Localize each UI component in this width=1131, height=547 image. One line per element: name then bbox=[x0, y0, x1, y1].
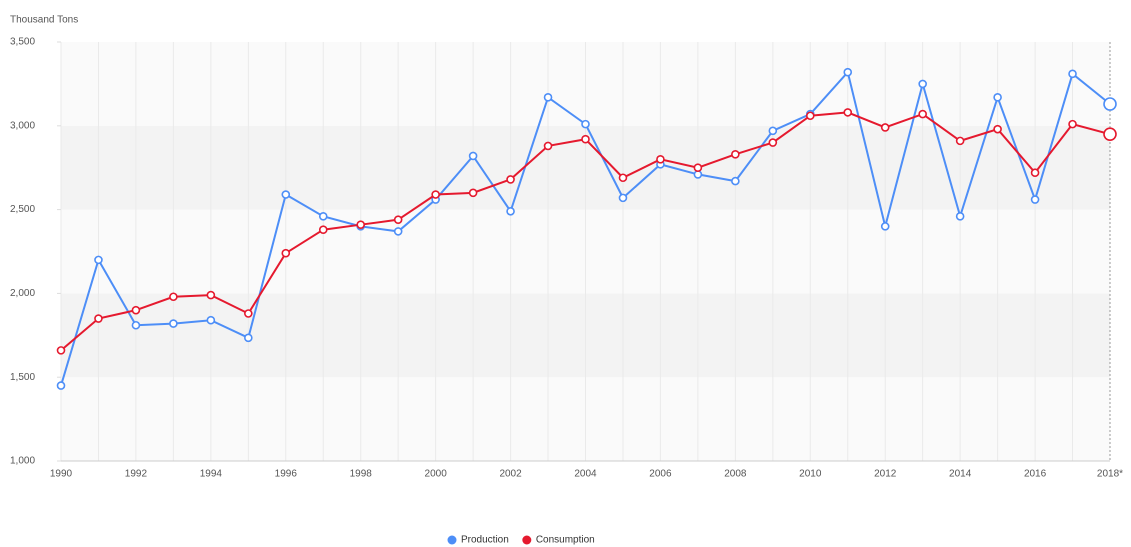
data-point bbox=[618, 193, 628, 203]
data-point bbox=[731, 176, 740, 186]
x-tick-label: 2008 bbox=[724, 469, 747, 480]
data-point bbox=[805, 111, 815, 121]
data-point bbox=[1030, 168, 1040, 178]
data-point bbox=[281, 190, 291, 199]
x-tick-label: 2006 bbox=[649, 469, 672, 480]
y-tick-label: 1,000 bbox=[10, 456, 35, 467]
data-point bbox=[656, 155, 665, 164]
data-point bbox=[206, 290, 216, 300]
data-point bbox=[543, 93, 553, 102]
y-axis-label: Thousand Tons bbox=[10, 15, 78, 26]
legend-label: Production bbox=[461, 535, 509, 546]
data-point bbox=[169, 292, 178, 302]
y-tick-label: 2,500 bbox=[10, 204, 35, 215]
x-tick-label: 2016 bbox=[1024, 469, 1047, 480]
y-tick-label: 3,000 bbox=[10, 120, 35, 131]
legend-marker bbox=[447, 535, 457, 545]
x-tick-label: 2014 bbox=[949, 469, 972, 480]
data-point bbox=[56, 346, 66, 355]
data-point bbox=[393, 215, 403, 224]
data-point bbox=[1103, 97, 1117, 111]
x-tick-label: 2002 bbox=[499, 469, 522, 480]
data-point bbox=[955, 212, 965, 221]
y-tick-label: 1,500 bbox=[10, 372, 35, 383]
data-point bbox=[918, 79, 927, 89]
data-point bbox=[581, 134, 590, 144]
data-point bbox=[206, 315, 216, 325]
data-point bbox=[244, 309, 253, 318]
data-point bbox=[56, 381, 66, 390]
data-point bbox=[356, 220, 366, 229]
x-tick-label: 1998 bbox=[350, 469, 373, 480]
x-tick-label: 2000 bbox=[425, 469, 448, 480]
x-tick-label: 1996 bbox=[275, 469, 298, 480]
data-point bbox=[506, 175, 515, 184]
data-point bbox=[244, 333, 253, 343]
x-tick-label: 2012 bbox=[874, 469, 897, 480]
data-point bbox=[169, 319, 178, 328]
data-point bbox=[843, 67, 853, 77]
data-point bbox=[468, 188, 478, 198]
data-point bbox=[506, 206, 515, 216]
data-point bbox=[768, 126, 778, 136]
data-point bbox=[431, 190, 440, 199]
x-tick-label: 2018* bbox=[1097, 469, 1123, 480]
data-point bbox=[1068, 69, 1077, 79]
data-point bbox=[393, 227, 403, 236]
data-point bbox=[543, 141, 553, 151]
data-point bbox=[581, 119, 590, 129]
x-tick-label: 1992 bbox=[125, 469, 148, 480]
data-point bbox=[281, 248, 291, 258]
legend-label: Consumption bbox=[536, 535, 595, 546]
data-point bbox=[1068, 119, 1077, 129]
x-tick-label: 1990 bbox=[50, 469, 73, 480]
data-point bbox=[1030, 195, 1040, 204]
data-point bbox=[955, 136, 965, 146]
x-tick-label: 2010 bbox=[799, 469, 822, 480]
y-tick-label: 2,000 bbox=[10, 288, 35, 299]
data-point bbox=[1103, 127, 1117, 141]
data-point bbox=[993, 124, 1002, 134]
x-tick-label: 1994 bbox=[200, 469, 223, 480]
data-point bbox=[768, 138, 778, 147]
data-point bbox=[131, 320, 141, 330]
data-point bbox=[843, 108, 853, 117]
data-point bbox=[880, 222, 890, 231]
data-point bbox=[468, 151, 478, 161]
data-point bbox=[131, 305, 141, 315]
data-point bbox=[94, 314, 103, 323]
x-tick-label: 2004 bbox=[574, 469, 597, 480]
data-point bbox=[94, 255, 103, 265]
y-tick-label: 3,500 bbox=[10, 37, 35, 48]
data-point bbox=[993, 93, 1002, 102]
data-point bbox=[918, 109, 927, 119]
data-point bbox=[318, 225, 328, 235]
data-point bbox=[880, 123, 890, 132]
legend-marker bbox=[522, 535, 532, 545]
data-point bbox=[618, 173, 628, 183]
data-point bbox=[318, 212, 328, 221]
data-point bbox=[693, 163, 703, 172]
data-point bbox=[731, 149, 740, 159]
